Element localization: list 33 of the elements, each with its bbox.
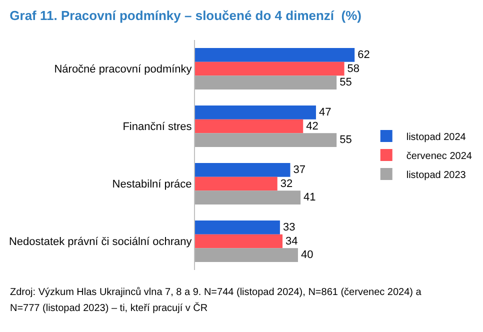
data-label: 62 <box>358 48 370 61</box>
legend-label: červenec 2024 <box>406 150 472 162</box>
data-label: 42 <box>306 120 318 132</box>
chart-title: Graf 11. Pracovní podmínky – sloučené do 4 dimenzí (%) <box>10 8 362 24</box>
bar <box>195 76 337 90</box>
data-label: 55 <box>340 76 352 89</box>
bar <box>195 190 301 204</box>
data-label: 55 <box>340 134 352 146</box>
data-label: 32 <box>280 178 293 190</box>
bar <box>195 133 337 147</box>
data-label: 58 <box>347 62 360 75</box>
bar <box>195 106 316 120</box>
data-label: 34 <box>286 235 298 248</box>
legend-label: listopad 2024 <box>406 132 466 143</box>
data-label: 33 <box>282 221 296 234</box>
data-label: 40 <box>300 249 314 262</box>
y-tick-label: Nestabilní práce <box>112 178 192 191</box>
bar <box>195 163 290 177</box>
data-label: 47 <box>318 106 332 118</box>
y-tick-label: Nedostatek právní či sociální ochrany <box>8 236 192 248</box>
legend-label: listopad 2023 <box>406 170 466 181</box>
bar <box>195 119 304 134</box>
y-tick-label: Náročné pracovní podmínky <box>54 64 192 76</box>
data-label: 37 <box>293 164 306 176</box>
bar <box>195 176 278 191</box>
bar <box>195 62 344 76</box>
bar <box>195 220 280 234</box>
bar <box>195 234 283 248</box>
bar <box>195 48 355 62</box>
data-label: 41 <box>304 192 316 204</box>
text: Zdroj: Výzkum Hlas Ukrajinců vlna 7, 8 a 9. N=744 (listopad 2024), N=861 (červenec 2024) a N=777 (listopad 2023) – ti, kteří pracují v ČR <box>10 286 422 316</box>
bar <box>195 248 298 262</box>
y-tick-label: Finanční stres <box>122 121 192 134</box>
